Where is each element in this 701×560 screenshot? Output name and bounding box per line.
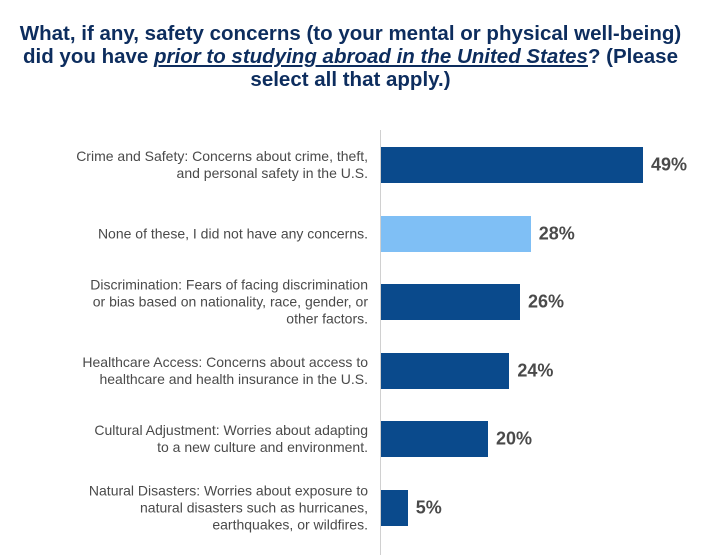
- title-part2: ? (Please select all that apply.): [250, 45, 678, 91]
- category-label: Discrimination: Fears of facing discrimi…: [90, 276, 368, 327]
- value-label: 26%: [528, 291, 565, 312]
- value-label: 28%: [538, 223, 575, 243]
- value-label: 24%: [517, 360, 554, 380]
- category-label: Cultural Adjustment: Worries about adapt…: [94, 422, 368, 455]
- category-label: Crime and Safety: Concerns about crime, …: [76, 148, 368, 181]
- title-part1: What, if any, safety concerns (to your m…: [19, 22, 682, 68]
- bar: [381, 421, 488, 457]
- value-label: 49%: [651, 154, 688, 175]
- bar: [381, 147, 643, 183]
- category-label: Healthcare Access: Concerns about access…: [82, 353, 368, 387]
- bar: [381, 215, 531, 252]
- bar: [381, 352, 510, 389]
- bar: [381, 284, 521, 320]
- bar: [381, 489, 408, 526]
- value-label: 5%: [415, 497, 442, 517]
- value-label: 20%: [495, 428, 532, 449]
- category-label: Natural Disasters: Worries about exposur…: [88, 482, 368, 532]
- title-emphasis: prior to studying abroad in the United S…: [154, 45, 588, 68]
- chart-title: What, if any, safety concerns (to your m…: [10, 22, 691, 91]
- category-label: None of these, I did not have any concer…: [97, 225, 368, 241]
- category-axis-line: [380, 130, 381, 555]
